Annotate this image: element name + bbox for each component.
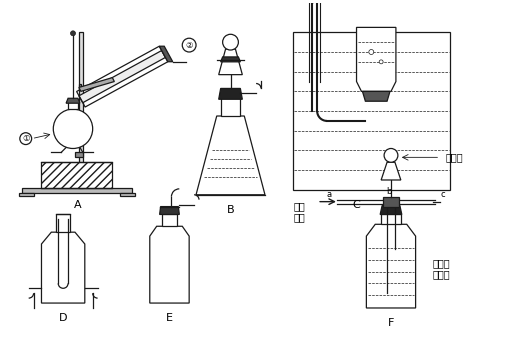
Circle shape — [379, 60, 383, 64]
Polygon shape — [79, 78, 114, 92]
Text: E: E — [166, 313, 173, 323]
Text: a: a — [327, 190, 331, 199]
Text: ②: ② — [185, 41, 193, 50]
Polygon shape — [22, 188, 132, 193]
Text: 澄清的
石灰水: 澄清的 石灰水 — [432, 258, 450, 279]
Circle shape — [20, 133, 32, 145]
Polygon shape — [357, 27, 396, 92]
Polygon shape — [150, 226, 189, 303]
Polygon shape — [367, 224, 416, 308]
Bar — [79, 32, 83, 188]
Polygon shape — [381, 162, 401, 180]
Polygon shape — [219, 49, 242, 75]
Polygon shape — [66, 98, 80, 103]
Polygon shape — [219, 88, 242, 99]
Polygon shape — [161, 214, 177, 226]
Text: b: b — [386, 187, 392, 196]
Text: C: C — [352, 200, 360, 210]
Circle shape — [369, 50, 374, 55]
Polygon shape — [42, 162, 113, 188]
Polygon shape — [196, 116, 265, 195]
Polygon shape — [79, 51, 166, 103]
Polygon shape — [19, 193, 34, 196]
Text: A: A — [74, 200, 82, 210]
Polygon shape — [380, 206, 402, 214]
Text: 混合
气体: 混合 气体 — [294, 201, 305, 222]
Polygon shape — [159, 206, 179, 214]
Circle shape — [53, 109, 93, 149]
Polygon shape — [75, 153, 83, 157]
Text: 稀盐酸: 稀盐酸 — [445, 152, 463, 162]
Circle shape — [384, 149, 398, 162]
Polygon shape — [362, 92, 390, 101]
Polygon shape — [79, 84, 81, 89]
Text: c: c — [441, 190, 446, 199]
Polygon shape — [221, 57, 240, 62]
Text: D: D — [59, 313, 67, 323]
Polygon shape — [381, 214, 401, 224]
Bar — [292, 32, 450, 190]
Polygon shape — [68, 101, 78, 109]
Text: ①: ① — [22, 134, 29, 143]
Text: B: B — [227, 205, 234, 215]
Circle shape — [183, 38, 196, 52]
Polygon shape — [159, 46, 173, 62]
Circle shape — [222, 34, 238, 50]
Polygon shape — [383, 197, 399, 206]
Polygon shape — [221, 96, 240, 116]
Circle shape — [70, 31, 75, 36]
Text: F: F — [388, 318, 394, 328]
Polygon shape — [56, 214, 70, 232]
Polygon shape — [120, 193, 135, 196]
Polygon shape — [42, 232, 85, 303]
